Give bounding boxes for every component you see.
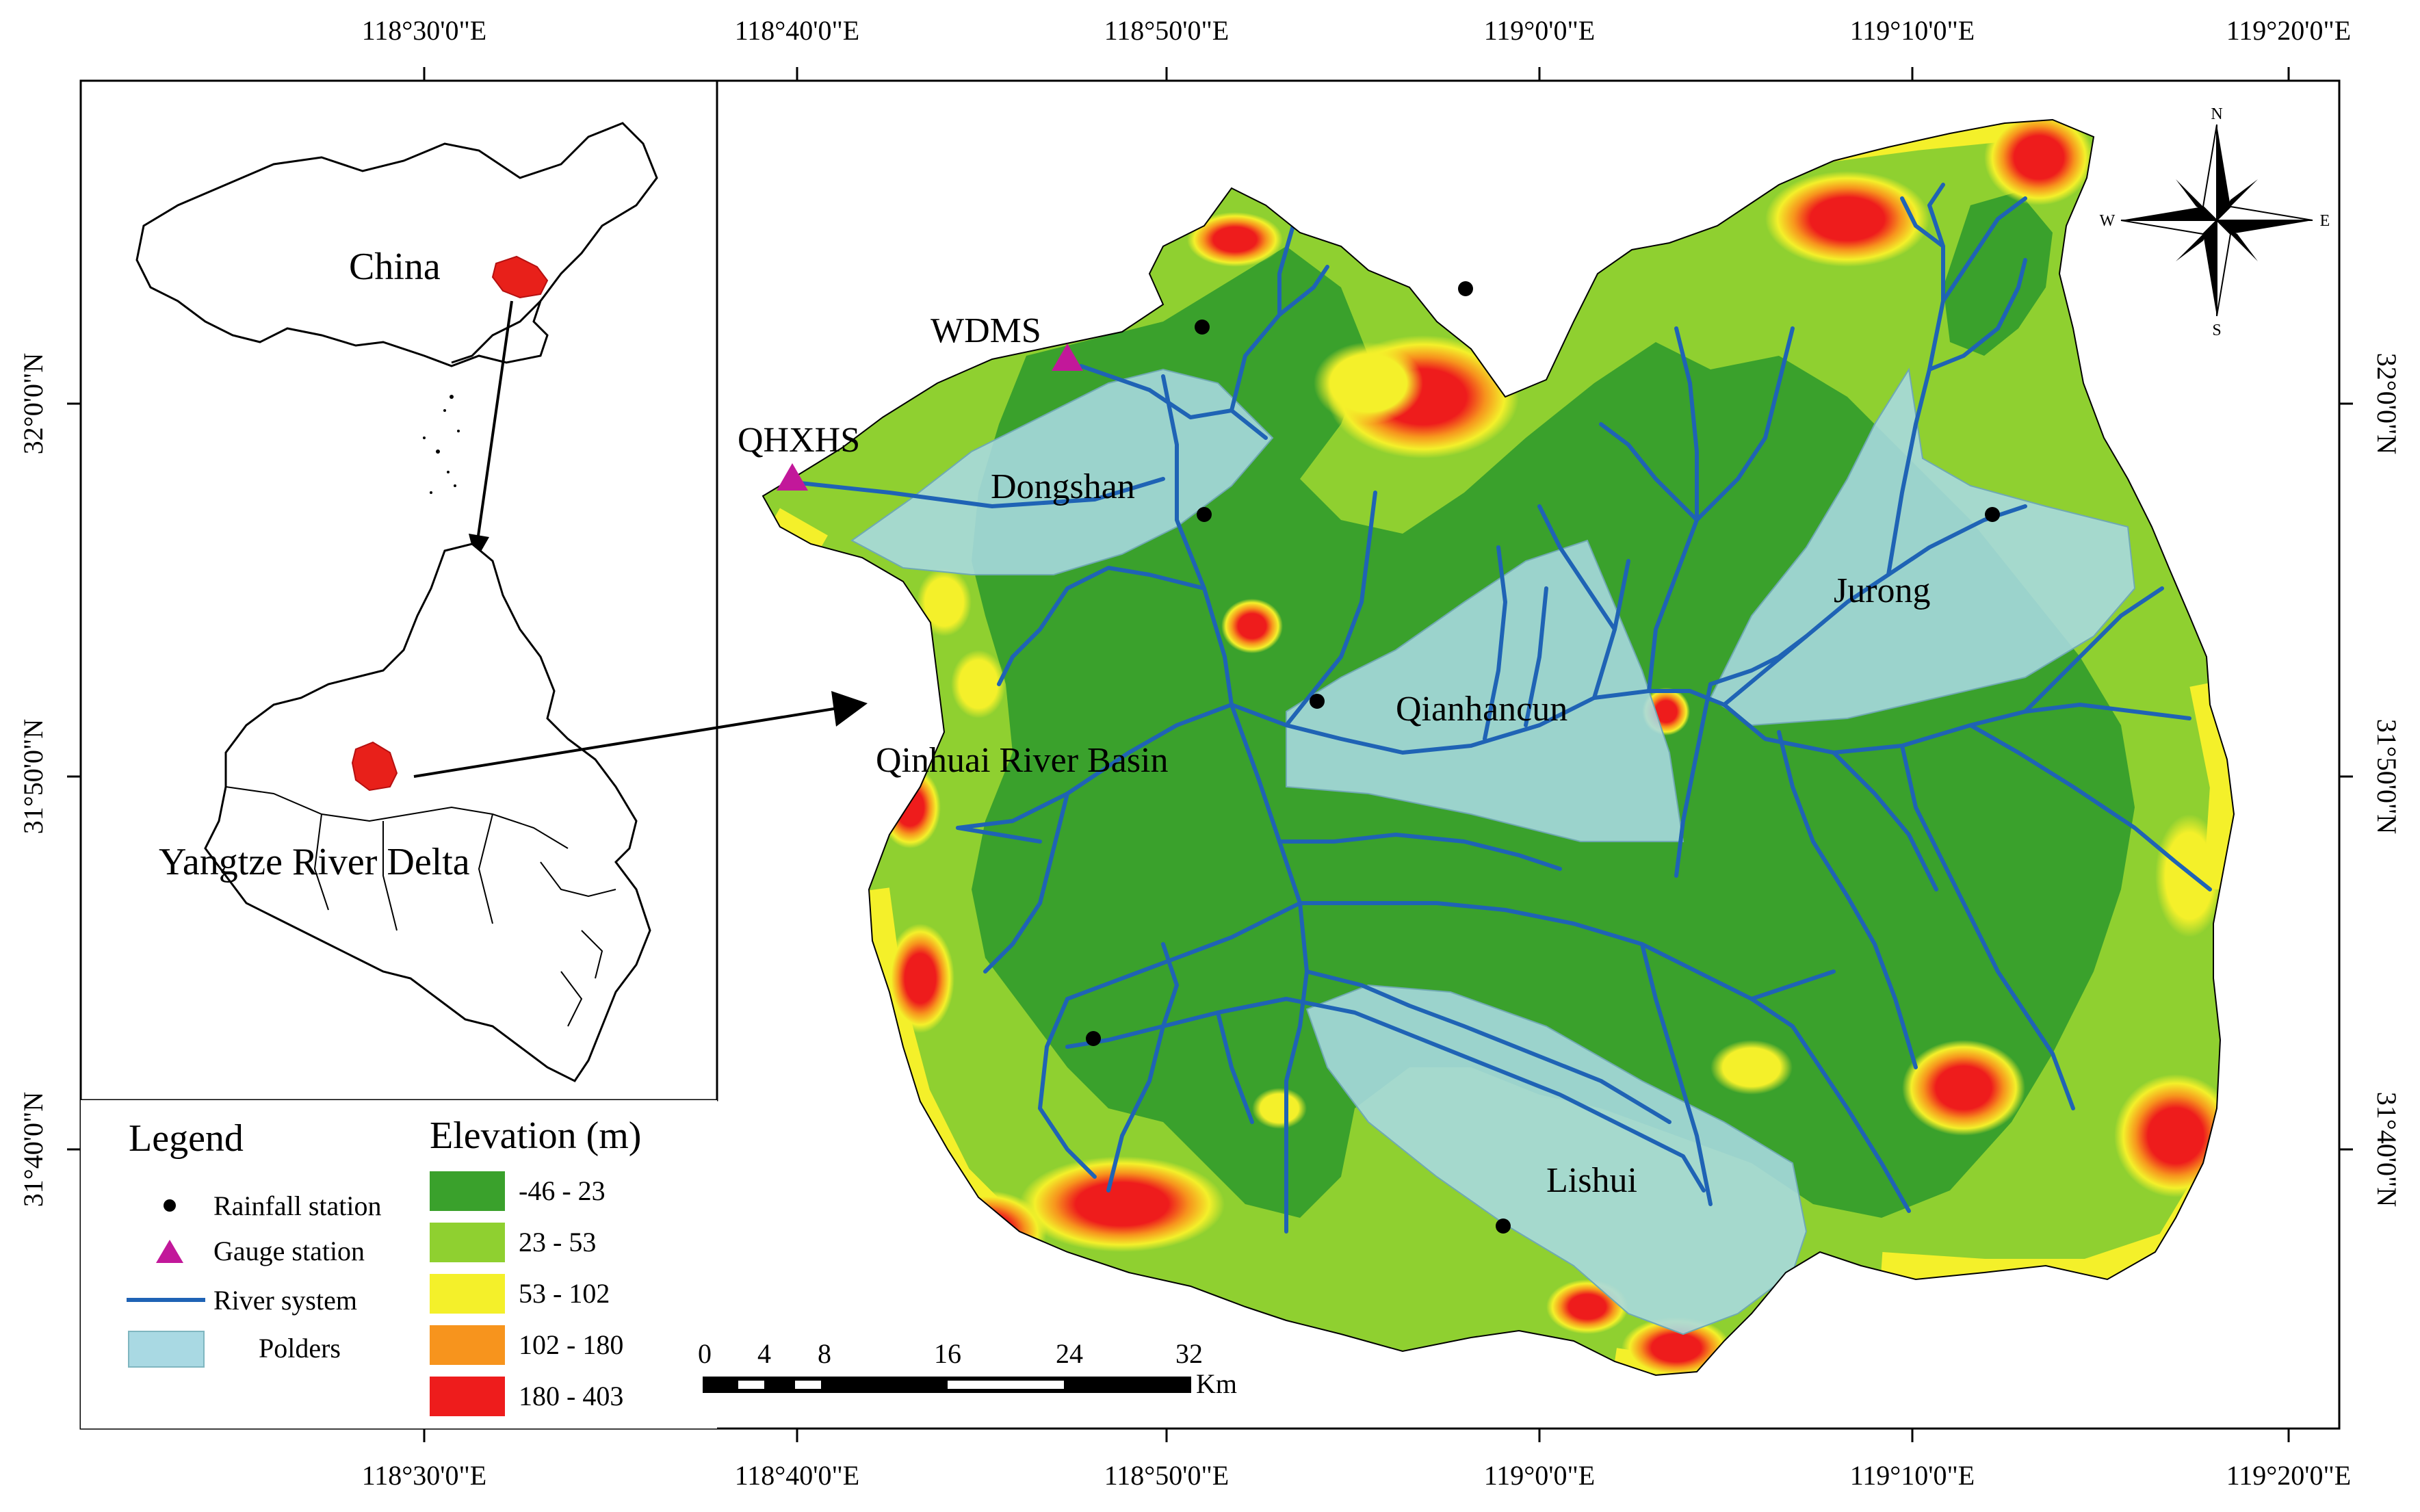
legend-gauge-label: Gauge station <box>213 1236 365 1266</box>
main-arrow <box>413 707 839 778</box>
legend: Legend Rainfall station Gauge station Ri… <box>81 1100 717 1429</box>
top-coord-label: 119°10'0"E <box>1850 15 1975 46</box>
bottom-coord-label: 118°30'0"E <box>362 1460 486 1491</box>
bottom-coord-label: 119°20'0"E <box>2226 1460 2351 1491</box>
bottom-coord-label: 118°50'0"E <box>1104 1460 1229 1491</box>
elevation-swatch <box>430 1325 505 1365</box>
gauge-station-marker <box>1052 343 1083 371</box>
scale-tick-8: 8 <box>818 1338 831 1369</box>
elevation-title: Elevation (m) <box>430 1115 641 1157</box>
elevation-class-label: 102 - 180 <box>519 1329 623 1360</box>
right-coord-label: 32°0'0"N <box>2371 353 2402 454</box>
delta-inner-border <box>225 786 569 931</box>
delta-label: Yangtze River Delta <box>159 841 470 883</box>
polders <box>850 367 2136 1335</box>
top-coord-label: 118°30'0"E <box>362 15 486 46</box>
x-ticks <box>423 67 2290 1442</box>
legend-polder-symbol <box>128 1331 205 1368</box>
left-coord-label: 31°40'0"N <box>18 1092 49 1207</box>
delta-highlight <box>351 741 398 792</box>
elevation-swatch <box>430 1171 505 1211</box>
gauge-label-wdms: WDMS <box>931 311 1041 350</box>
china-islands <box>423 395 460 494</box>
rainfall-station-marker <box>1197 507 1212 522</box>
rainfall-station-marker <box>1496 1218 1511 1234</box>
rainfall-stations <box>1086 281 2000 1234</box>
gauge-stations <box>777 343 1083 491</box>
china-outline <box>135 122 658 367</box>
polder-label-jurong: Jurong <box>1834 571 1931 610</box>
y-ticks <box>67 402 2353 1151</box>
compass-n: N <box>2211 105 2222 123</box>
left-coord-label: 32°0'0"N <box>18 353 49 454</box>
scale-bar: 0 4 8 16 24 32 Km <box>698 1338 1237 1399</box>
gauge-label-qhxhs: QHXHS <box>738 421 860 460</box>
polder-label-qianhancun: Qianhancun <box>1396 690 1567 729</box>
top-coord-label: 118°40'0"E <box>735 15 859 46</box>
elevation-class-label: 23 - 53 <box>519 1227 596 1257</box>
polder-qianhancun <box>1286 539 1684 842</box>
scale-tick-0: 0 <box>698 1338 712 1369</box>
elevation-swatch <box>430 1223 505 1262</box>
bottom-coord-label: 118°40'0"E <box>735 1460 859 1491</box>
legend-title: Legend <box>129 1117 244 1160</box>
scale-tick-32: 32 <box>1175 1338 1203 1369</box>
elevation-class-label: 53 - 102 <box>519 1278 610 1309</box>
compass-w: W <box>2100 212 2116 230</box>
bottom-coord-label: 119°0'0"E <box>1484 1460 1595 1491</box>
lowland-zone-east <box>1943 192 2053 356</box>
rainfall-station-marker <box>1458 281 1473 296</box>
legend-rainfall-symbol <box>164 1199 176 1212</box>
main-arrow-head <box>831 691 868 727</box>
elevation-swatch <box>430 1377 505 1416</box>
inset-panel: China Yangtze River Delta <box>79 79 718 1102</box>
compass-s: S <box>2212 322 2221 339</box>
polder-jurong <box>1709 367 2136 727</box>
rainfall-station-marker <box>1985 507 2000 522</box>
right-coord-label: 31°50'0"N <box>2371 719 2402 834</box>
scale-tick-24: 24 <box>1056 1338 1083 1369</box>
top-coord-label: 118°50'0"E <box>1104 15 1229 46</box>
legend-rainfall-label: Rainfall station <box>213 1190 382 1221</box>
top-coord-label: 119°0'0"E <box>1484 15 1595 46</box>
china-delta-highlight <box>491 255 549 299</box>
delta-coast-detail <box>540 861 616 1027</box>
rainfall-station-marker <box>1195 320 1210 335</box>
compass-e: E <box>2320 212 2330 230</box>
scale-tick-16: 16 <box>934 1338 961 1369</box>
inset-arrow-down <box>476 300 513 541</box>
china-east-coast <box>451 300 542 364</box>
legend-river-label: River system <box>213 1285 357 1316</box>
elevation-class-label: -46 - 23 <box>519 1175 606 1206</box>
rainfall-station-marker <box>1310 694 1325 709</box>
elevation-swatch <box>430 1274 505 1314</box>
gauge-station-marker <box>777 463 808 491</box>
bottom-coord-label: 119°10'0"E <box>1850 1460 1975 1491</box>
rainfall-station-marker <box>1086 1031 1101 1046</box>
legend-polder-label: Polders <box>259 1333 341 1364</box>
left-coord-label: 31°50'0"N <box>18 719 49 834</box>
polder-label-dongshan: Dongshan <box>991 467 1135 506</box>
china-label: China <box>349 246 441 288</box>
scale-tick-4: 4 <box>757 1338 771 1369</box>
right-coord-label: 31°40'0"N <box>2371 1092 2402 1207</box>
top-coord-label: 119°20'0"E <box>2226 15 2351 46</box>
elevation-class-label: 180 - 403 <box>519 1381 623 1411</box>
legend-gauge-symbol <box>156 1240 183 1263</box>
basin-label: Qinhuai River Basin <box>876 741 1169 780</box>
delta-outline <box>204 543 651 1082</box>
polder-lishui <box>1305 984 1808 1335</box>
polder-label-lishui: Lishui <box>1546 1161 1637 1200</box>
north-arrow: N S E W <box>2100 105 2330 339</box>
polder-dongshan <box>850 368 1274 575</box>
elevation-classes: -46 - 23 23 - 53 53 - 102 102 - 180 180 - 40… <box>430 1171 623 1416</box>
scale-unit: Km <box>1196 1368 1237 1399</box>
